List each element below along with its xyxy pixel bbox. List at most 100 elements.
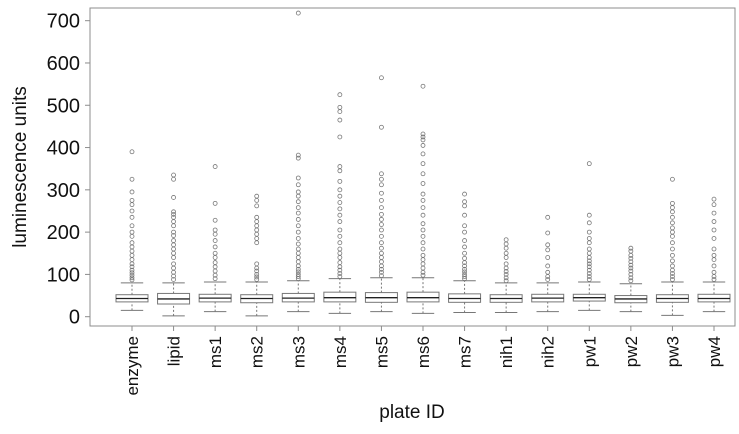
outlier-point [420,134,426,140]
outlier-point [295,274,301,279]
outlier-point [337,271,343,276]
outlier-point [420,83,426,89]
outlier-point [379,205,384,210]
outlier-point [212,244,218,250]
outlier-point [212,238,218,243]
x-category-label: pw3 [663,336,682,367]
y-tick-label: 100 [47,264,80,286]
outlier-point [129,270,135,276]
outlier-point [462,269,467,275]
x-category-label: nih1 [497,336,516,368]
outlier-point [420,198,426,203]
outlier-point [711,236,717,241]
outlier-point [254,277,260,282]
outlier-point [503,250,509,256]
y-tick-label: 700 [47,11,80,33]
x-axis: enzyme lipid ms1 ms2 ms3 ms4 ms5 ms6 ms7 nih1 nih2… [123,326,724,396]
outlier-point [171,238,176,243]
outlier-point [420,191,426,197]
y-tick-label: 300 [47,180,80,202]
x-category-label: ms3 [289,336,308,368]
outlier-point [171,277,176,282]
outlier-point [254,274,260,280]
outlier-point [462,263,467,269]
outlier-point [337,240,343,246]
outlier-point [628,262,634,268]
outlier-point [586,264,592,270]
outlier-point [212,276,218,282]
outlier-point [254,193,260,199]
outlier-point [670,240,675,246]
outlier-point [129,208,135,214]
outlier-point [628,275,634,281]
outlier-point [545,230,551,236]
outlier-point [212,227,218,233]
outlier-point [129,267,135,273]
outlier-point [337,267,343,273]
outlier-point [628,255,634,261]
outlier-point [129,277,135,283]
outlier-point [337,200,343,205]
outlier-point [337,212,343,218]
outlier-point [586,267,592,273]
x-category-label: ms7 [456,336,475,368]
outlier-point [212,200,218,206]
outlier-point [379,269,384,275]
x-category-label: pw2 [622,336,641,367]
outlier-point [711,252,717,258]
outlier-point [379,240,384,246]
x-category-label: pw4 [705,336,724,367]
outlier-point [129,189,135,195]
outlier-point [586,220,592,226]
outlier-point [129,176,135,182]
outlier-point [545,263,551,269]
outlier-point [462,238,467,243]
outlier-point [462,199,467,205]
outlier-point [586,236,592,241]
outlier-point [670,214,675,220]
outlier-point [628,265,634,271]
outlier-point [462,274,467,279]
outlier-point [337,233,343,239]
y-axis: 0 100 200 300 400 500 600 700 [47,11,90,329]
outlier-point [337,246,343,252]
plot-frame [89,7,736,327]
outlier-point [420,143,426,148]
outlier-point [628,248,634,254]
outlier-point [503,261,509,267]
outlier-point [379,124,384,130]
outlier-point [295,152,301,158]
outlier-point [337,193,343,199]
outlier-point [295,182,301,188]
outlier-point [379,176,384,182]
outlier-point [586,261,592,267]
box-ms1 [198,164,232,313]
outlier-point [212,164,218,169]
x-category-label: ms1 [206,336,225,368]
outlier-point [420,221,426,227]
outlier-point [711,269,717,275]
outlier-point [212,250,218,256]
outlier-point [711,227,717,233]
outlier-point [254,272,260,277]
outlier-point [545,277,551,282]
outlier-point [295,189,301,195]
outlier-point [337,134,343,140]
outlier-point [129,264,135,270]
outlier-point [295,236,301,241]
outlier-point [337,227,343,233]
box-nih2 [531,214,565,313]
box-pw3 [655,176,689,316]
outlier-point [420,161,426,167]
outlier-point [586,258,592,264]
outlier-point [420,205,426,210]
outlier-point [379,245,384,251]
outlier-point [129,229,135,235]
box-ms7 [448,191,482,313]
x-category-label: lipid [165,336,184,366]
outlier-point [462,223,467,229]
outlier-point [670,252,675,258]
outlier-point [295,241,301,247]
outlier-point [420,212,426,218]
